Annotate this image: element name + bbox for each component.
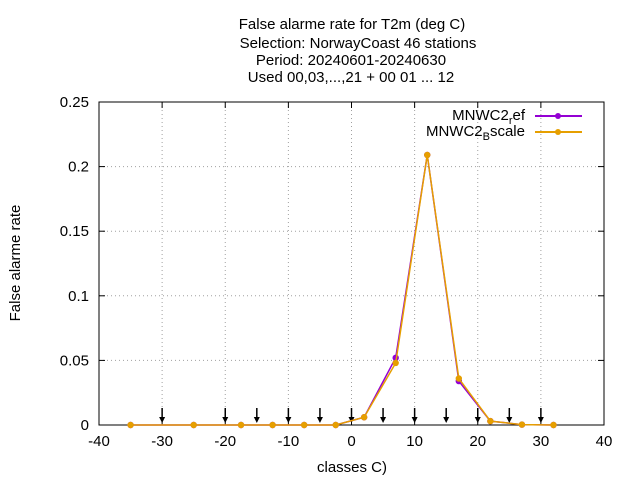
series-line — [130, 154, 554, 426]
legend-label-1-sub: r — [509, 115, 513, 127]
legend-entry-1: MNWC2ref — [452, 107, 582, 127]
grid — [99, 102, 604, 425]
series-2 — [127, 151, 557, 429]
data-point — [237, 421, 245, 429]
y-tick-label: 0 — [81, 417, 89, 434]
legend-entry-2: MNWC2Bscale — [426, 123, 582, 143]
data-point — [332, 421, 339, 429]
legend-marker-1 — [555, 113, 561, 119]
data-point — [392, 359, 399, 367]
threshold-arrow — [285, 408, 292, 423]
data-point — [360, 414, 368, 421]
threshold-arrow — [537, 408, 544, 423]
x-tick-label: -20 — [214, 433, 236, 450]
data-point — [300, 421, 308, 429]
x-axis-label: classes C) — [317, 459, 387, 476]
series-line — [130, 154, 554, 426]
x-tick-label: -30 — [151, 433, 173, 450]
legend-marker-2 — [555, 129, 561, 135]
y-tick-label: 0.05 — [60, 352, 89, 369]
x-tick-label: 10 — [406, 433, 423, 450]
threshold-arrow — [411, 408, 418, 423]
data-point — [455, 375, 463, 382]
series-layer — [127, 151, 557, 429]
y-tick-label: 0.1 — [68, 288, 89, 305]
threshold-arrow — [222, 408, 229, 423]
legend-label-2: MNWC2Bscale — [426, 123, 525, 143]
data-point — [518, 421, 526, 428]
threshold-arrow — [474, 408, 481, 423]
x-tick-label: 0 — [347, 433, 355, 450]
threshold-arrow — [316, 408, 323, 423]
y-tick-label: 0.15 — [60, 223, 89, 240]
x-tick-label: 30 — [533, 433, 550, 450]
threshold-arrow — [443, 408, 450, 423]
title-line-1: False alarme rate for T2m (deg C) — [239, 16, 465, 33]
threshold-arrow — [159, 408, 166, 423]
threshold-arrow — [253, 408, 260, 423]
legend-label-2-main: MNWC2 — [426, 123, 483, 140]
y-tick-label: 0.2 — [68, 159, 89, 176]
data-point — [487, 417, 494, 425]
data-point — [550, 421, 557, 429]
legend-label-1-main: MNWC2 — [452, 107, 509, 124]
title-line-3: Period: 20240601-20240630 — [256, 52, 446, 69]
x-tick-label: -10 — [278, 433, 300, 450]
series-1 — [127, 151, 557, 429]
chart-title: False alarme rate for T2m (deg C) Select… — [239, 16, 477, 86]
ticks: -40 -30 -20 -10 0 10 20 30 40 0 0.05 0.1 0.15 0.2 0.25 — [60, 94, 613, 450]
legend-label-1-rest: ef — [512, 107, 525, 124]
x-tick-label: -40 — [88, 433, 110, 450]
legend-label-2-sub: B — [483, 131, 490, 143]
legend-label-1: MNWC2ref — [452, 107, 526, 127]
threshold-arrow — [506, 408, 513, 423]
title-line-4: Used 00,03,...,21 + 00 01 ... 12 — [248, 69, 454, 86]
title-line-2: Selection: NorwayCoast 46 stations — [240, 35, 477, 52]
y-axis-label: False alarme rate — [7, 205, 24, 322]
x-tick-label: 40 — [596, 433, 613, 450]
data-point — [190, 421, 197, 429]
data-point — [424, 151, 431, 159]
data-point — [127, 421, 134, 429]
threshold-arrow — [380, 408, 387, 423]
legend: MNWC2ref MNWC2Bscale — [426, 107, 582, 143]
threshold-arrows — [159, 408, 544, 423]
legend-label-2-rest: scale — [490, 123, 525, 140]
y-tick-label: 0.25 — [60, 94, 89, 111]
data-point — [269, 421, 276, 429]
x-tick-label: 20 — [469, 433, 486, 450]
